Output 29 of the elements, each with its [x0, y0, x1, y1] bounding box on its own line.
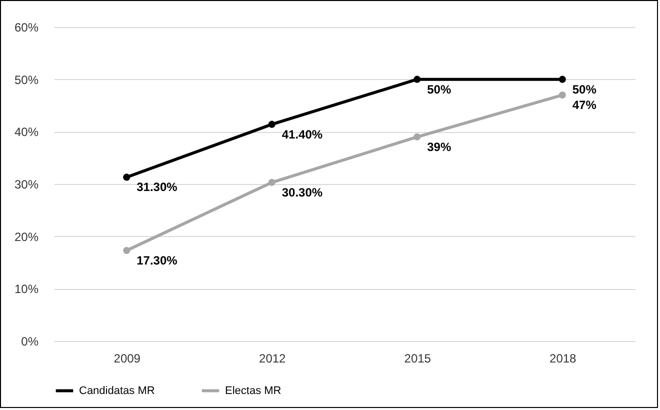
point: [268, 120, 276, 128]
data-label: 30.30%: [282, 185, 323, 200]
y-tick-label: 30%: [14, 178, 39, 192]
data-label: 50%: [427, 82, 452, 96]
point: [123, 174, 130, 181]
legend-label: Electas MR: [225, 384, 282, 397]
x-tick-label: 2009: [114, 352, 141, 366]
x-tick-label: 2015: [404, 352, 432, 366]
data-label: 50%: [572, 82, 597, 96]
y-tick-label: 0%: [21, 334, 39, 348]
y-tick-label: 10%: [14, 282, 39, 296]
point: [558, 76, 566, 83]
data-label: 47%: [572, 98, 597, 112]
point: [268, 178, 276, 186]
y-tick-label: 40%: [14, 125, 39, 140]
data-label: 31.30%: [136, 180, 178, 194]
y-tick-label: 50%: [14, 72, 39, 87]
x-tick-label: 2018: [550, 352, 577, 366]
point: [414, 133, 421, 140]
data-label: 41.40%: [282, 127, 323, 142]
y-tick-label: 60%: [14, 20, 39, 34]
x-tick-label: 2012: [259, 352, 286, 366]
y-tick-label: 20%: [14, 230, 39, 244]
point: [414, 76, 421, 83]
data-label: 17.30%: [136, 253, 178, 268]
point: [123, 246, 130, 254]
point: [558, 92, 566, 99]
legend-label: Candidatas MR: [79, 384, 155, 397]
data-label: 39%: [427, 140, 452, 154]
